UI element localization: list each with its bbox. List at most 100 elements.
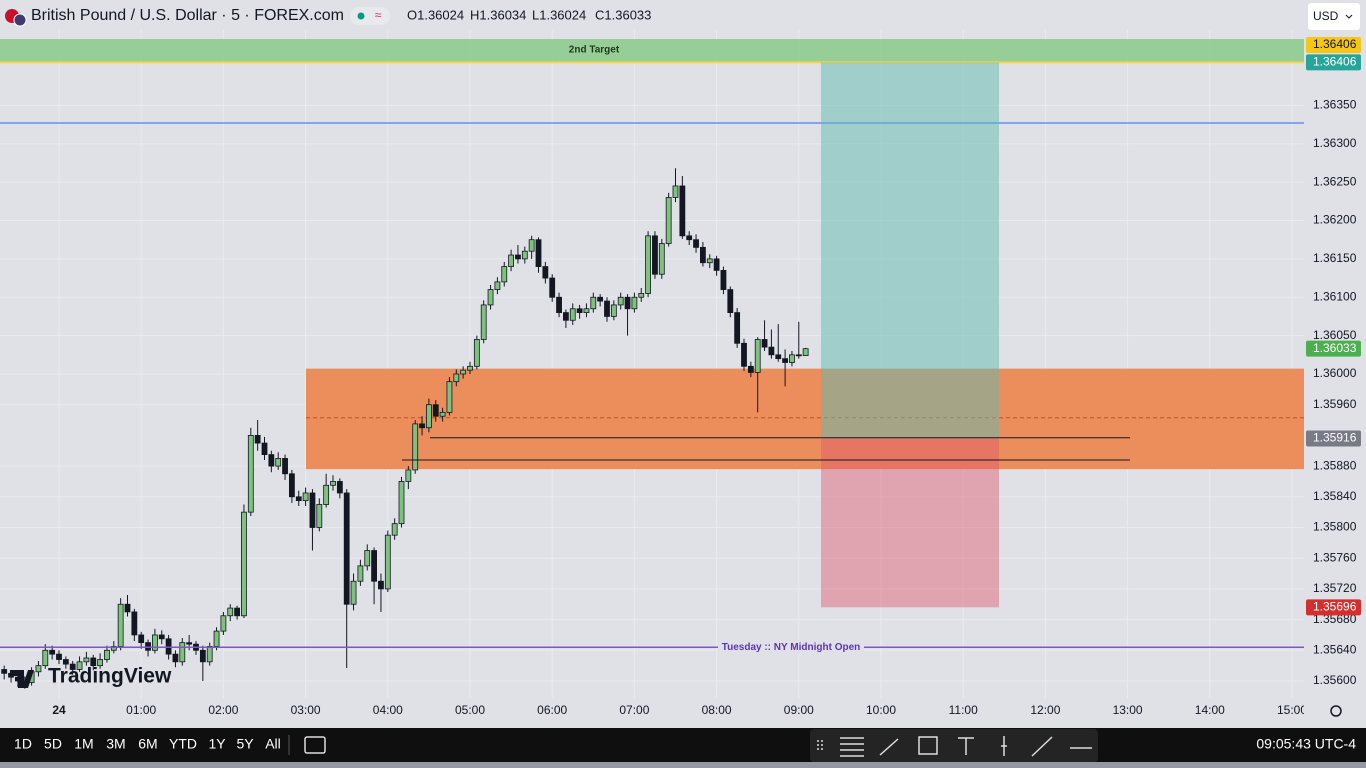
candle-body <box>69 663 76 670</box>
price-tick-label: 1.35600 <box>1313 673 1357 687</box>
candle-body <box>597 296 604 302</box>
candle-body <box>117 603 124 647</box>
candle-body <box>330 481 336 486</box>
candle-body <box>213 630 220 647</box>
candle-body <box>549 277 556 298</box>
interval-button[interactable]: 5Y <box>236 736 254 752</box>
candle-body <box>282 458 288 475</box>
vertical-line-tool[interactable] <box>1001 736 1007 756</box>
bottom-toolbar <box>0 728 1366 762</box>
candle-body <box>398 481 405 525</box>
price-label: 1.35916 <box>1313 431 1357 445</box>
time-tick-label: 10:00 <box>866 703 896 717</box>
candle-body <box>672 185 679 198</box>
interval-button[interactable]: 1M <box>74 736 93 752</box>
ohlc-close: C1.36033 <box>595 7 651 22</box>
candle-body <box>227 607 234 617</box>
text-tool[interactable] <box>958 737 974 755</box>
candle-body <box>569 308 576 321</box>
interval-button[interactable]: 1Y <box>208 736 226 752</box>
candle-body <box>83 657 90 663</box>
candle-body <box>268 454 275 467</box>
candle-body <box>542 266 549 279</box>
candle-body <box>172 653 179 663</box>
candle-body <box>241 511 247 617</box>
time-tick-label: 05:00 <box>455 703 485 717</box>
price-label: 1.35696 <box>1313 599 1357 613</box>
candle-body <box>378 580 384 590</box>
time-tick-label: 06:00 <box>537 703 567 717</box>
time-tick-label: 14:00 <box>1195 703 1225 717</box>
interval-button[interactable]: 6M <box>138 736 157 752</box>
interval-button[interactable]: All <box>265 736 281 752</box>
candle-body <box>179 642 186 663</box>
overlay: Tuesday :: NY Midnight Open <box>0 62 1304 655</box>
rectangle-tool[interactable] <box>918 736 938 755</box>
candle-body <box>556 296 562 313</box>
candle-body <box>275 458 282 467</box>
candle-body <box>679 185 686 237</box>
ohlc-low: L1.36024 <box>532 7 586 22</box>
interval-button[interactable]: 3M <box>106 736 125 752</box>
interval-button[interactable]: YTD <box>169 736 197 752</box>
interval-button[interactable]: 5D <box>44 736 62 752</box>
currency-dropdown[interactable] <box>1308 3 1360 30</box>
candle-body <box>316 504 323 528</box>
candle-body <box>35 665 42 673</box>
candle-body <box>515 254 521 260</box>
price-tick-label: 1.36100 <box>1313 289 1357 303</box>
candle-body <box>425 404 432 429</box>
candle-body <box>76 661 83 670</box>
candle-body <box>124 603 131 613</box>
candle-body <box>583 308 590 314</box>
candle-body <box>165 638 172 655</box>
date-range-icon[interactable] <box>304 736 326 754</box>
candle-body <box>535 239 542 267</box>
time-tick-label: 03:00 <box>291 703 321 717</box>
candle-body <box>391 523 398 536</box>
candle-body <box>432 404 439 417</box>
candle-body <box>405 469 412 482</box>
candle-body <box>521 250 528 260</box>
loss-area <box>821 438 999 608</box>
price-tick-label: 1.35800 <box>1313 520 1357 534</box>
currency-label[interactable]: USD <box>1313 9 1339 23</box>
candle-body <box>761 339 768 348</box>
candle-body <box>665 197 672 244</box>
candle-body <box>754 339 761 373</box>
candle-body <box>199 649 206 663</box>
candle-body <box>364 550 371 567</box>
settings-icon[interactable] <box>1330 705 1342 717</box>
candle-body <box>110 646 117 651</box>
candle-body <box>467 365 473 371</box>
trendline-tool[interactable] <box>879 738 899 756</box>
candle-body <box>734 312 741 344</box>
price-tick-label: 1.35760 <box>1313 550 1357 564</box>
candle-body <box>480 304 487 340</box>
candle-body <box>371 550 378 582</box>
ray-tool[interactable] <box>1031 736 1053 757</box>
symbol-title[interactable]: British Pound / U.S. Dollar · 5 · FOREX.… <box>31 7 344 24</box>
candle-body <box>720 269 727 290</box>
candle-body <box>706 258 713 264</box>
candle-body <box>131 611 138 636</box>
candle-body <box>494 281 501 290</box>
status-pill <box>350 7 390 25</box>
label-bg <box>718 640 864 655</box>
candle-body <box>220 615 227 632</box>
candle-body <box>62 659 69 665</box>
market-open-dot <box>357 12 365 20</box>
interval-button[interactable]: 1D <box>14 736 32 752</box>
price-label: 1.36406 <box>1313 37 1357 51</box>
price-tick-label: 1.35840 <box>1313 489 1357 503</box>
candle-body <box>158 634 165 640</box>
fib-tool[interactable] <box>840 737 864 757</box>
time-tick-label: 24 <box>52 703 66 717</box>
profit-area <box>821 62 999 439</box>
candle-body <box>508 254 515 267</box>
price-label: 1.36406 <box>1313 55 1357 69</box>
candle-body <box>234 607 241 617</box>
candle-body <box>49 649 56 655</box>
